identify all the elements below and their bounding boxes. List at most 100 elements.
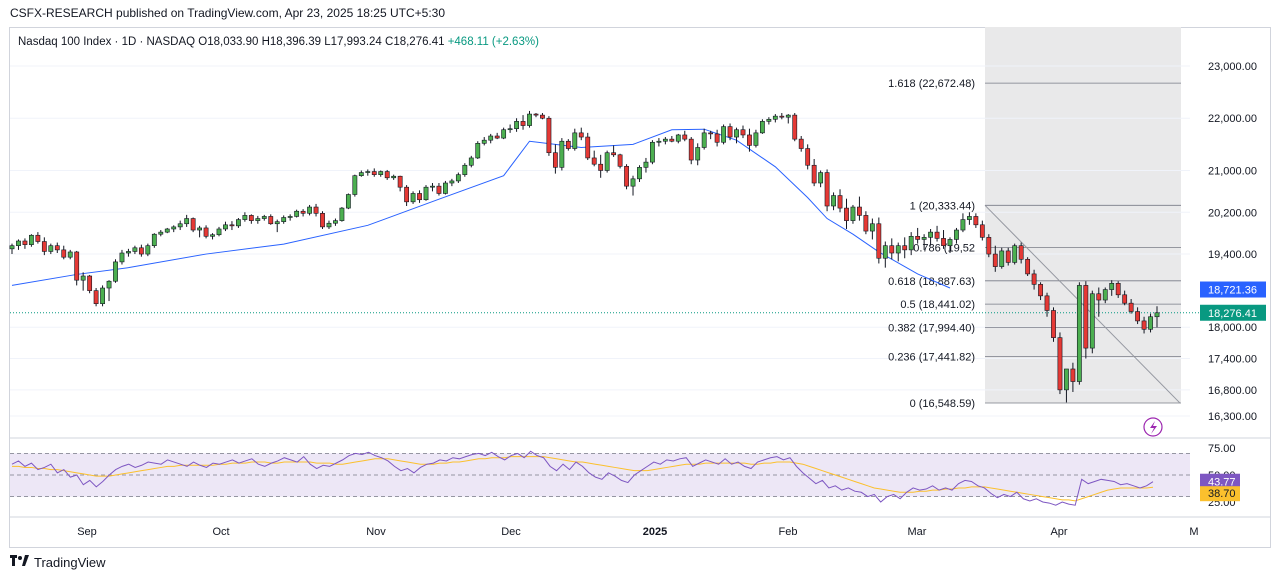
candle-body <box>1148 316 1153 330</box>
footer-brand[interactable]: TradingView <box>10 555 106 570</box>
candle-body <box>378 171 384 175</box>
candle-body <box>546 117 552 154</box>
time-axis-label: Sep <box>77 526 97 538</box>
candle-body <box>449 180 455 184</box>
candle-body <box>22 240 28 245</box>
rsi-ma-badge <box>1200 486 1240 502</box>
candle-body <box>119 252 125 263</box>
candle-body <box>494 135 500 139</box>
candle-body <box>889 245 895 254</box>
candle-body <box>882 245 888 259</box>
candle-body <box>986 237 992 255</box>
candle-body <box>637 167 642 180</box>
candle-body <box>682 134 688 140</box>
fib-level-label: 0.382 (17,994.40) <box>888 322 975 334</box>
candle-body <box>261 216 267 219</box>
candle-body <box>417 193 422 201</box>
candle-body <box>921 237 927 240</box>
candle-body <box>16 240 21 247</box>
candle-body <box>384 171 390 179</box>
candle-body <box>973 216 979 226</box>
price-badge-label: 18,721.36 <box>1208 285 1257 297</box>
candle-body <box>197 227 203 231</box>
candle-body <box>391 175 397 179</box>
candle-body <box>307 206 312 214</box>
candle-body <box>48 245 54 252</box>
candle-body <box>255 218 261 221</box>
candle-body <box>365 171 371 173</box>
candle-body <box>171 226 177 230</box>
candle-body <box>436 185 442 194</box>
candle-body <box>759 121 765 134</box>
candle-body <box>818 172 824 184</box>
candle-body <box>966 216 972 220</box>
candle-body <box>126 251 131 254</box>
candle-body <box>727 126 733 138</box>
candle-body <box>113 261 118 282</box>
lightning-bolt-glyph <box>1150 421 1157 434</box>
candle-body <box>831 195 836 207</box>
legend-high: H18,396.39 <box>261 36 322 48</box>
candle-body <box>578 132 584 138</box>
price-axis-label: 21,000.00 <box>1208 165 1257 177</box>
candle-body <box>35 234 41 242</box>
legend-symbol[interactable]: Nasdaq 100 Index · 1D · NASDAQ <box>18 36 196 48</box>
candle-body <box>1102 289 1108 301</box>
candle-body <box>824 172 830 207</box>
time-axis-label: 2025 <box>643 526 667 538</box>
candle-body <box>326 222 332 228</box>
candle-body <box>979 224 985 238</box>
candle-body <box>708 132 714 135</box>
candle-body <box>100 287 105 304</box>
tradingview-logo-icon <box>10 555 30 570</box>
candle-body <box>1051 310 1056 338</box>
candle-body <box>164 228 170 233</box>
candle-body <box>80 275 86 281</box>
candle-body <box>617 154 623 167</box>
publisher-header: CSFX-RESEARCH published on TradingView.c… <box>10 6 446 20</box>
candle-body <box>294 210 300 217</box>
candle-body <box>268 216 274 225</box>
candle-body <box>41 241 47 252</box>
candle-body <box>934 231 940 239</box>
rsi-ma-line <box>12 456 1154 502</box>
candle-body <box>857 206 862 216</box>
candle-body <box>423 186 429 201</box>
candle-body <box>928 231 933 238</box>
candle-body <box>1115 283 1121 296</box>
price-badge-label: 18,276.41 <box>1208 308 1257 320</box>
candle-body <box>805 148 811 166</box>
candle-body <box>475 143 481 159</box>
candle-body <box>811 164 817 184</box>
candle-body <box>701 132 707 148</box>
candle-body <box>721 126 726 143</box>
candle-body <box>404 186 410 203</box>
candle-body <box>132 247 138 252</box>
candle-body <box>947 239 953 247</box>
price-axis-label: 17,400.00 <box>1208 354 1257 366</box>
candle-body <box>223 224 228 230</box>
candle-body <box>895 245 901 254</box>
candle-body <box>210 234 215 237</box>
time-axis-label: Feb <box>779 526 798 538</box>
candle-body <box>876 223 882 259</box>
candle-body <box>747 134 752 146</box>
candle-body <box>1025 258 1031 275</box>
candle-body <box>941 238 946 247</box>
candle-body <box>287 216 293 218</box>
candle-body <box>1141 320 1147 330</box>
candle-body <box>236 219 241 227</box>
candle-body <box>669 138 675 142</box>
candle-body <box>106 280 112 289</box>
fib-trend-line <box>984 204 1181 404</box>
candle-body <box>1012 245 1018 263</box>
rsi-value-badge <box>1200 473 1240 489</box>
candle-body <box>320 213 325 228</box>
candle-body <box>514 121 519 129</box>
fib-level-label: 1.618 (22,672.48) <box>888 78 975 90</box>
time-axis-label: Mar <box>908 526 927 538</box>
fib-level-label: 0.5 (18,441.02) <box>900 299 975 311</box>
lightning-icon[interactable] <box>1143 417 1163 437</box>
candle-body <box>1070 368 1076 382</box>
